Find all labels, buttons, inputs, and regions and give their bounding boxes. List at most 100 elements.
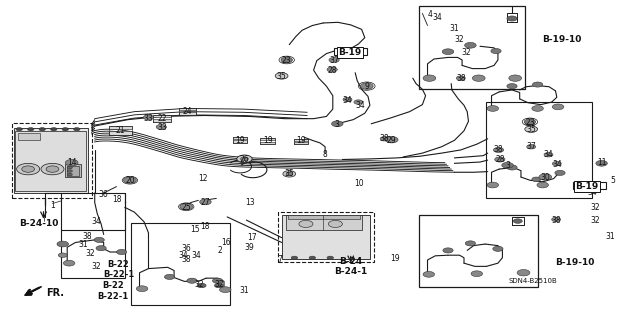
Circle shape	[46, 166, 59, 172]
Text: B-22
B-22-1: B-22 B-22-1	[103, 260, 134, 279]
Text: 3: 3	[335, 120, 340, 129]
Circle shape	[65, 160, 78, 166]
Bar	[294, 139, 308, 141]
Circle shape	[544, 152, 553, 157]
Circle shape	[465, 42, 476, 48]
Circle shape	[423, 271, 435, 277]
Text: 9: 9	[364, 82, 369, 91]
Bar	[61, 193, 125, 278]
Text: 24: 24	[182, 107, 193, 116]
Text: 32: 32	[214, 280, 224, 289]
Text: 23: 23	[525, 118, 535, 127]
Circle shape	[524, 119, 536, 125]
Circle shape	[327, 67, 337, 72]
Text: 32: 32	[195, 280, 205, 289]
Circle shape	[532, 106, 543, 111]
Circle shape	[354, 100, 363, 104]
Circle shape	[456, 76, 465, 80]
Circle shape	[299, 220, 313, 227]
Circle shape	[327, 256, 333, 259]
Circle shape	[491, 48, 501, 54]
Circle shape	[380, 137, 389, 141]
Text: 34: 34	[432, 13, 442, 22]
Text: 38: 38	[380, 134, 390, 143]
Bar	[278, 212, 374, 262]
Text: 34: 34	[92, 217, 102, 226]
Text: 18: 18	[112, 195, 121, 204]
Circle shape	[495, 157, 505, 162]
Text: SDN4-B2510B: SDN4-B2510B	[508, 278, 557, 284]
Text: 31: 31	[78, 240, 88, 249]
Text: B-24-10: B-24-10	[19, 219, 58, 228]
Circle shape	[532, 177, 541, 182]
Text: 27: 27	[200, 198, 211, 207]
Bar	[233, 140, 247, 143]
Circle shape	[552, 161, 561, 166]
Text: 20: 20	[125, 176, 135, 185]
Circle shape	[275, 73, 288, 79]
Text: 30: 30	[540, 173, 550, 182]
Circle shape	[360, 83, 373, 89]
Circle shape	[493, 147, 504, 152]
Circle shape	[200, 199, 211, 205]
Text: 31: 31	[239, 286, 250, 295]
Circle shape	[96, 246, 106, 251]
Bar	[288, 215, 360, 219]
Text: 35: 35	[276, 72, 287, 81]
Text: 19: 19	[390, 254, 400, 263]
Text: 8: 8	[323, 150, 328, 159]
Bar	[294, 142, 308, 145]
Text: B-24
B-24-1: B-24 B-24-1	[334, 257, 367, 276]
Bar	[153, 115, 171, 117]
Text: 15: 15	[190, 225, 200, 234]
Text: 33: 33	[157, 123, 167, 132]
Bar	[334, 48, 367, 55]
Text: 32: 32	[590, 216, 600, 225]
Circle shape	[465, 241, 476, 246]
Circle shape	[555, 170, 565, 175]
Circle shape	[385, 137, 398, 143]
Circle shape	[241, 157, 248, 161]
Circle shape	[67, 170, 72, 172]
Circle shape	[16, 128, 22, 131]
Bar	[67, 166, 79, 176]
Text: 34: 34	[355, 101, 365, 110]
Circle shape	[537, 182, 548, 188]
Circle shape	[197, 283, 206, 288]
Bar	[15, 131, 86, 191]
Text: 29: 29	[387, 136, 397, 145]
Text: 2: 2	[218, 246, 223, 255]
Circle shape	[281, 57, 292, 63]
Circle shape	[180, 204, 193, 210]
Text: B-19-10: B-19-10	[555, 258, 595, 267]
Text: 26: 26	[239, 155, 250, 164]
Text: 17: 17	[246, 233, 257, 242]
Text: 32: 32	[92, 262, 102, 271]
Text: 38: 38	[181, 256, 191, 264]
Text: 35: 35	[284, 169, 294, 178]
Bar	[109, 126, 132, 129]
Text: 36: 36	[99, 190, 109, 199]
Circle shape	[443, 248, 453, 253]
Circle shape	[156, 124, 166, 130]
Text: 18: 18	[200, 222, 209, 231]
Circle shape	[332, 121, 343, 127]
Circle shape	[67, 166, 72, 169]
Text: 32: 32	[461, 48, 471, 57]
Text: 33: 33	[143, 114, 154, 122]
Circle shape	[164, 274, 175, 279]
Text: 10: 10	[354, 179, 364, 188]
Text: 38: 38	[551, 216, 561, 225]
Circle shape	[237, 155, 252, 163]
Bar	[179, 112, 196, 115]
Circle shape	[328, 220, 342, 227]
Bar	[573, 182, 606, 189]
Circle shape	[517, 270, 530, 276]
Bar	[419, 215, 538, 287]
Text: 37: 37	[329, 56, 339, 65]
Bar	[233, 137, 247, 139]
Text: 34: 34	[179, 251, 189, 260]
Bar	[260, 138, 275, 140]
Text: 28: 28	[328, 66, 337, 75]
Circle shape	[471, 271, 483, 277]
